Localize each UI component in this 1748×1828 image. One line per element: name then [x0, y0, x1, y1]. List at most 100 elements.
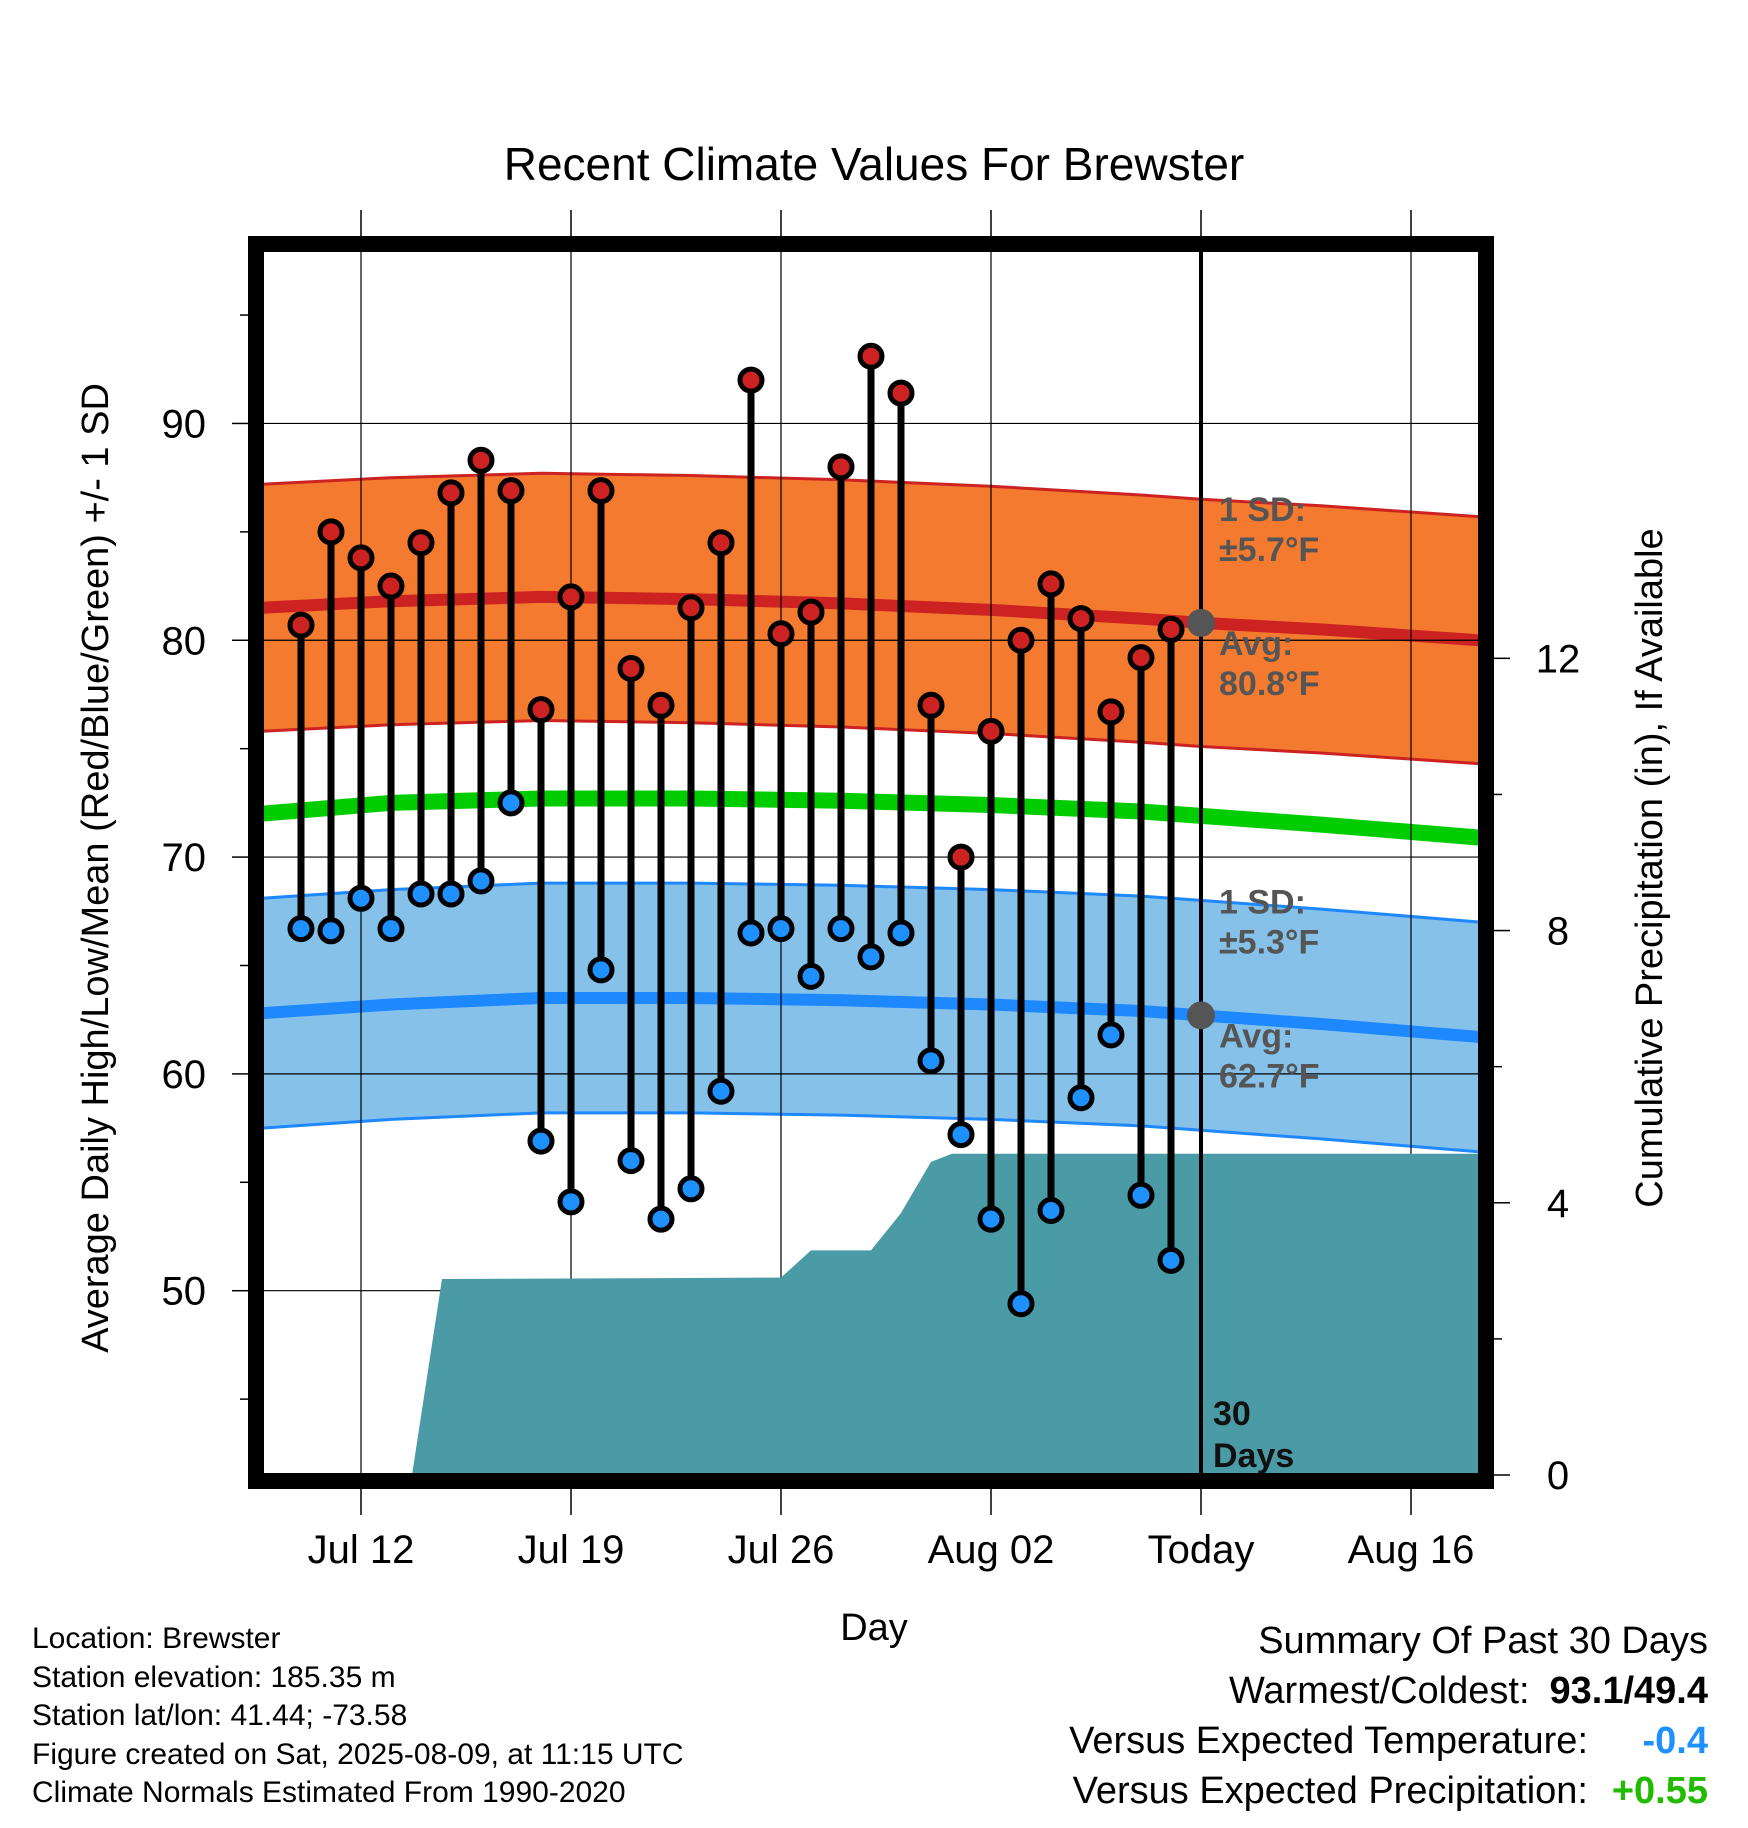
- y2-tick-label: 8: [1547, 910, 1569, 954]
- daily-low-point: [1007, 1290, 1035, 1318]
- normal-mean-line: [261, 790, 1481, 846]
- today-high-avg-marker: [1187, 608, 1215, 637]
- today-low-avg-marker: [1187, 1001, 1215, 1030]
- daily-high-point: [797, 598, 825, 626]
- summary-warmest-row: Warmest/Coldest: 93.1/49.4: [1069, 1666, 1708, 1716]
- daily-high-point: [827, 453, 855, 481]
- info-latlon: Station lat/lon: 41.44; -73.58: [32, 1699, 408, 1732]
- summary-warmest-value: 93.1/49.4: [1549, 1670, 1708, 1712]
- high-avg-label: Avg:: [1219, 625, 1293, 663]
- daily-low-point: [1097, 1021, 1125, 1049]
- info-elevation: Station elevation: 185.35 m: [32, 1660, 396, 1694]
- daily-high-point: [407, 529, 435, 557]
- y2-tick-label: 0: [1547, 1454, 1569, 1498]
- daily-low-point: [707, 1077, 735, 1105]
- y-axis-label: Average Daily High/Low/Mean (Red/Blue/Gr…: [75, 383, 117, 1353]
- period-number: 30: [1213, 1395, 1251, 1433]
- daily-high-point: [1097, 698, 1125, 726]
- precip-area: [412, 1153, 1480, 1475]
- summary-precip-value: +0.55: [1611, 1770, 1708, 1812]
- x-axis-label: Day: [840, 1607, 908, 1649]
- normal-high-line: [261, 590, 1481, 647]
- summary-temp-value: -0.4: [1642, 1720, 1708, 1762]
- daily-high-point: [497, 477, 525, 505]
- summary-warmest-label: Warmest/Coldest:: [1228, 1670, 1530, 1712]
- high-sd-lower-edge: [261, 718, 1481, 766]
- daily-high-point: [437, 479, 465, 507]
- daily-low-point: [407, 880, 435, 908]
- daily-low-point: [1037, 1196, 1065, 1224]
- high-sd-label: 1 SD:: [1219, 491, 1306, 529]
- daily-high-point: [347, 544, 375, 572]
- daily-high-point: [1157, 615, 1185, 643]
- daily-low-point: [977, 1205, 1005, 1233]
- daily-high-point: [977, 717, 1005, 745]
- high-avg-value: 80.8°F: [1219, 665, 1320, 703]
- x-tick-label: Jul 19: [518, 1528, 625, 1572]
- daily-low-point: [437, 880, 465, 908]
- daily-low-point: [797, 962, 825, 990]
- daily-high-point: [527, 696, 555, 724]
- daily-low-point: [617, 1147, 645, 1175]
- daily-high-point: [707, 529, 735, 557]
- summary-title: Summary Of Past 30 Days: [1258, 1620, 1708, 1662]
- low-avg-label: Avg:: [1219, 1017, 1293, 1055]
- summary-panel: Summary Of Past 30 Days Warmest/Coldest:…: [1069, 1616, 1708, 1816]
- info-normals: Climate Normals Estimated From 1990-2020: [32, 1776, 626, 1809]
- low-sd-lower-edge: [261, 1111, 1481, 1154]
- daily-low-point: [1127, 1181, 1155, 1209]
- summary-precip-label: Versus Expected Precipitation:: [1072, 1770, 1588, 1812]
- daily-high-point: [587, 477, 615, 505]
- daily-low-point: [1157, 1246, 1185, 1274]
- daily-low-point: [317, 917, 345, 945]
- y2-axis-label: Cumulative Precipitation (in), If Availa…: [1629, 528, 1671, 1207]
- daily-high-point: [287, 611, 315, 639]
- daily-low-point: [557, 1188, 585, 1216]
- daily-low-point: [677, 1175, 705, 1203]
- info-created: Figure created on Sat, 2025-08-09, at 11…: [32, 1737, 684, 1771]
- low-sd-upper-edge: [261, 881, 1481, 924]
- daily-high-point: [317, 518, 345, 546]
- low-avg-value: 62.7°F: [1219, 1057, 1320, 1095]
- info-location: Location: Brewster: [32, 1622, 281, 1655]
- daily-low-point: [467, 867, 495, 895]
- x-tick-label: Jul 12: [308, 1528, 415, 1572]
- daily-high-point: [857, 342, 885, 370]
- daily-high-point: [1127, 644, 1155, 672]
- daily-high-point: [557, 583, 585, 611]
- y-tick-label: 90: [162, 402, 207, 446]
- daily-high-point: [377, 572, 405, 600]
- daily-high-point: [1067, 605, 1095, 633]
- daily-high-point: [617, 654, 645, 682]
- x-tick-label: Aug 16: [1348, 1528, 1475, 1572]
- daily-low-point: [347, 884, 375, 912]
- low-sd-band: [262, 883, 1480, 1152]
- low-sd-value: ±5.3°F: [1219, 923, 1319, 961]
- period-unit: Days: [1213, 1437, 1294, 1475]
- x-tick-label: Today: [1148, 1528, 1255, 1572]
- daily-high-point: [467, 446, 495, 474]
- high-sd-upper-edge: [261, 471, 1481, 519]
- daily-low-point: [917, 1047, 945, 1075]
- daily-high-point: [947, 843, 975, 871]
- daily-low-point: [377, 915, 405, 943]
- y2-tick-label: 12: [1536, 637, 1581, 681]
- daily-high-point: [767, 620, 795, 648]
- station-info: Location: Brewster Station elevation: 18…: [32, 1620, 684, 1813]
- low-sd-label: 1 SD:: [1219, 883, 1306, 921]
- y-tick-label: 60: [162, 1053, 207, 1097]
- high-sd-value: ±5.7°F: [1219, 531, 1319, 569]
- daily-low-point: [647, 1205, 675, 1233]
- y2-tick-label: 4: [1547, 1182, 1569, 1226]
- y-tick-label: 50: [162, 1270, 207, 1314]
- daily-low-point: [857, 943, 885, 971]
- daily-low-point: [497, 789, 525, 817]
- daily-high-point: [647, 691, 675, 719]
- daily-low-point: [887, 919, 915, 947]
- summary-temp-label: Versus Expected Temperature:: [1069, 1720, 1588, 1762]
- x-tick-label: Aug 02: [928, 1528, 1055, 1572]
- daily-low-point: [587, 956, 615, 984]
- chart-title: Recent Climate Values For Brewster: [504, 138, 1245, 190]
- summary-temp-row: Versus Expected Temperature: -0.4: [1069, 1716, 1708, 1766]
